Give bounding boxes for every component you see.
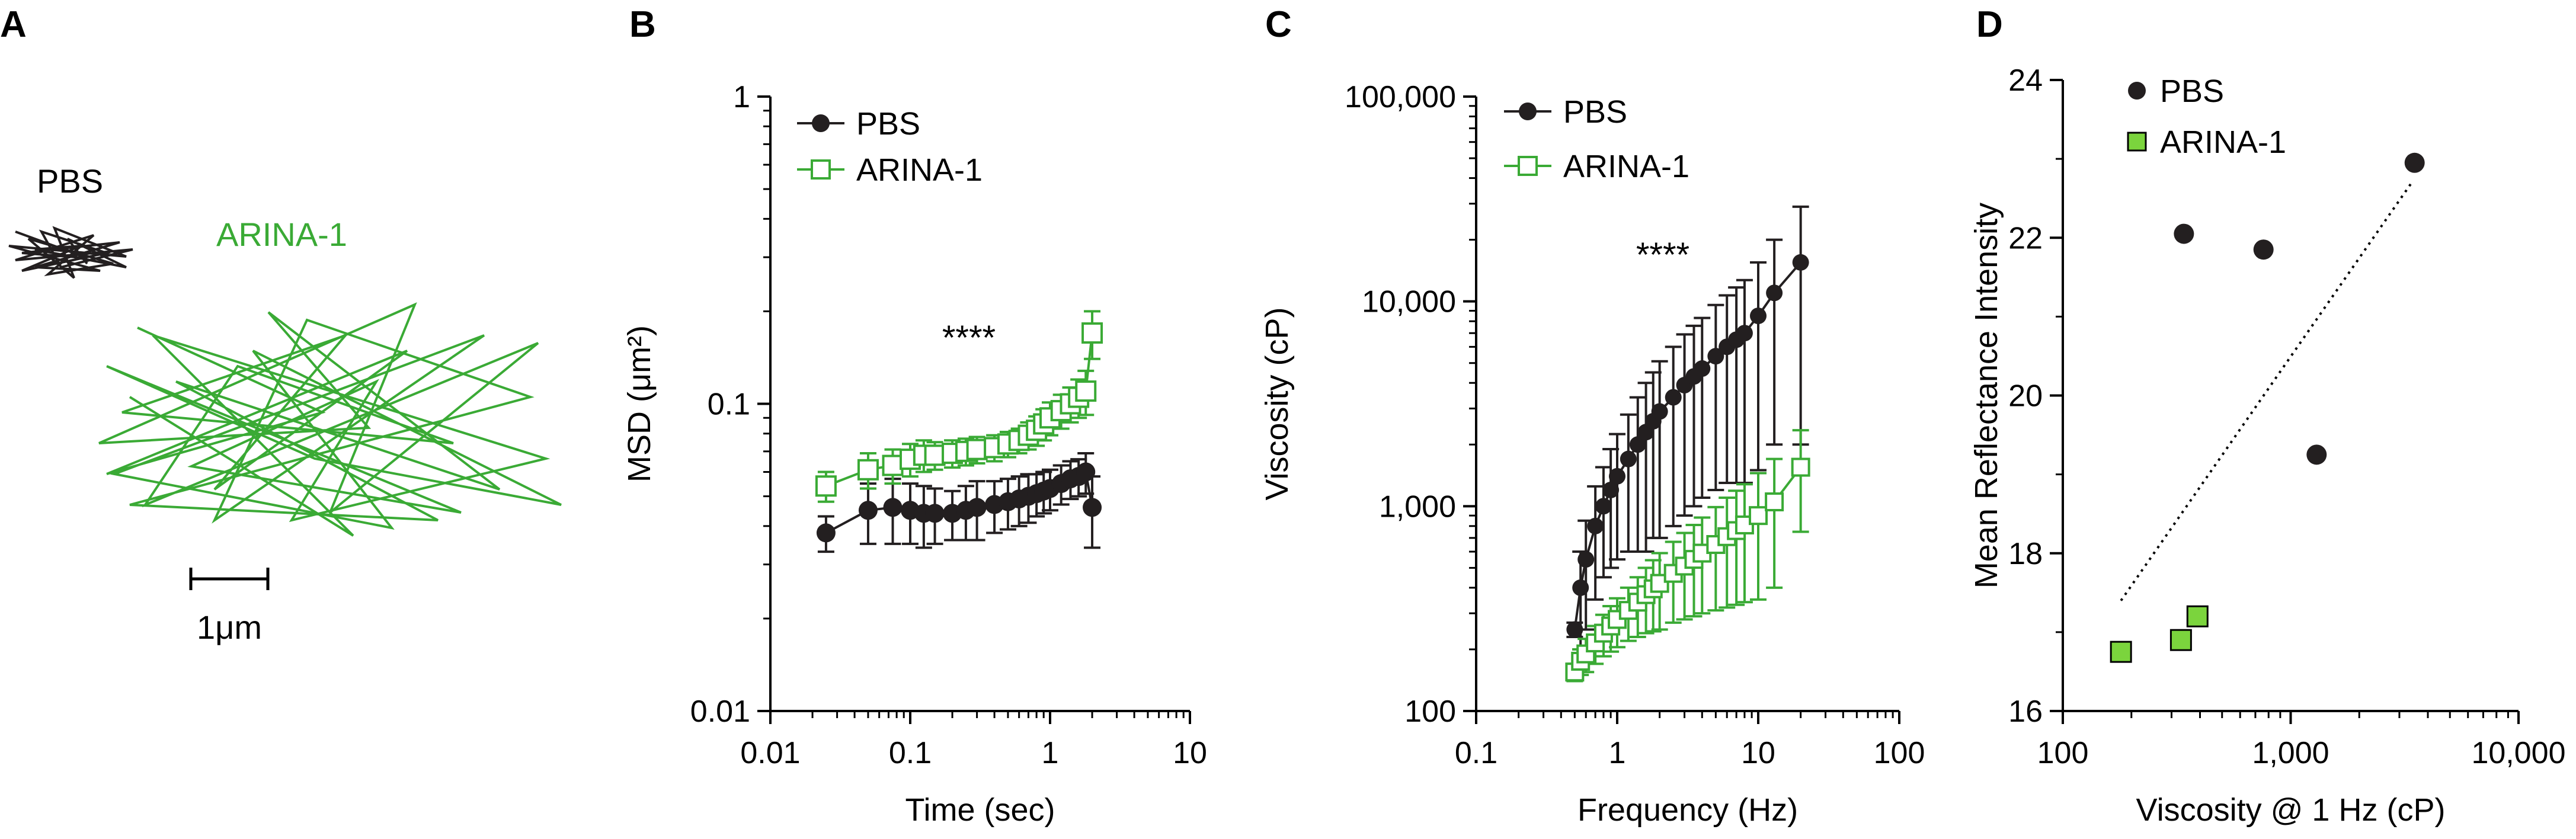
panel-label-c: C (1265, 4, 1292, 45)
data-point-pbs (2404, 152, 2425, 173)
x-tick-label: 10 (1173, 736, 1207, 770)
data-point-pbs (1766, 284, 1783, 302)
data-point-arina (1765, 492, 1784, 512)
y-axis-label: MSD (μm²) (622, 325, 657, 482)
significance-stars: **** (942, 319, 996, 357)
legend-label: ARINA-1 (856, 152, 983, 188)
data-point-arina (924, 444, 946, 466)
x-tick-label: 100 (1874, 736, 1925, 770)
x-tick-label: 100 (2037, 736, 2089, 770)
panel-c: 0.1 1 10 100 100 1,000 10,000 100,000 Frequency … (1259, 80, 1925, 828)
data-point-pbs (1076, 462, 1096, 482)
panel-a-pbs-label: PBS (37, 162, 103, 200)
panel-b: 0.01 0.1 1 10 0.01 0.1 1 Time (sec) MSD (μm²) PBS… (622, 80, 1207, 828)
legend-label: PBS (856, 106, 920, 142)
y-tick-label: 24 (2008, 63, 2043, 98)
legend-marker (1519, 103, 1537, 120)
data-point-pbs (967, 498, 987, 517)
data-point-pbs (1587, 517, 1604, 534)
panel-label-d: D (1976, 4, 2003, 45)
panel-a: PBS ARINA-1 1μm (8, 162, 562, 646)
data-point-arina (857, 459, 879, 481)
data-point-pbs (1083, 498, 1102, 517)
y-tick-label: 0.1 (708, 388, 750, 422)
x-tick-label: 0.1 (889, 736, 932, 770)
data-point-pbs (883, 498, 903, 517)
y-axis-label: Viscosity (cP) (1259, 307, 1295, 500)
data-point-pbs (1629, 436, 1646, 453)
data-point-pbs (1665, 389, 1682, 406)
legend-marker (812, 114, 830, 132)
data-point-pbs (1566, 621, 1583, 638)
x-tick-label: 1 (1609, 736, 1626, 770)
data-point-pbs (1792, 254, 1809, 271)
data-point-pbs (1651, 403, 1668, 420)
data-point-pbs (1609, 467, 1625, 485)
panel-label-b: B (629, 4, 656, 45)
legend-label: PBS (1563, 94, 1627, 130)
arina-trajectory (98, 302, 562, 537)
panel-d: 100 1,000 10,000 16 18 20 22 24 Viscosity @ 1 Hz… (1969, 63, 2566, 828)
legend-marker (2127, 132, 2147, 152)
y-tick-label: 18 (2008, 537, 2043, 571)
data-point-arina (2186, 605, 2209, 627)
data-point-arina (1791, 457, 1810, 477)
data-point-arina (882, 454, 904, 476)
x-axis-label: Time (sec) (905, 792, 1055, 828)
data-point-arina (1749, 506, 1768, 526)
data-point-pbs (925, 504, 945, 523)
legend-label: ARINA-1 (1563, 149, 1689, 184)
legend-label: ARINA-1 (2160, 124, 2286, 160)
panel-label-a: A (0, 4, 27, 45)
x-tick-label: 0.1 (1455, 736, 1497, 770)
data-point-pbs (1577, 551, 1595, 568)
x-axis-label: Frequency (Hz) (1577, 792, 1798, 828)
y-tick-label: 100 (1404, 694, 1456, 729)
data-point-arina (2169, 629, 2192, 651)
y-tick-label: 16 (2008, 694, 2043, 729)
data-point-pbs (1750, 308, 1767, 325)
data-point-pbs (1620, 450, 1637, 467)
data-point-pbs (2306, 444, 2327, 465)
y-tick-label: 100,000 (1345, 80, 1456, 114)
data-point-pbs (1602, 481, 1620, 498)
data-point-pbs (2174, 223, 2194, 244)
data-point-arina (2110, 641, 2132, 663)
scale-bar-label: 1μm (197, 609, 262, 646)
data-point-arina (1075, 380, 1097, 402)
y-axis-label: Mean Reflectance Intensity (1969, 203, 2004, 588)
x-axis-label: Viscosity @ 1 Hz (cP) (2136, 792, 2446, 828)
data-point-pbs (1694, 360, 1711, 377)
significance-stars: **** (1636, 236, 1689, 274)
data-point-arina (966, 438, 988, 460)
data-point-pbs (1707, 348, 1724, 365)
data-point-pbs (816, 523, 836, 543)
data-point-pbs (1736, 325, 1753, 342)
data-point-arina (815, 475, 837, 497)
pbs-trajectory (8, 226, 133, 279)
y-tick-label: 1 (733, 80, 750, 114)
data-point-pbs (858, 501, 878, 520)
y-tick-label: 22 (2008, 221, 2043, 255)
data-point-pbs (1595, 498, 1612, 515)
x-tick-label: 1,000 (2252, 736, 2329, 770)
x-tick-label: 0.01 (740, 736, 800, 770)
x-tick-label: 1 (1042, 736, 1059, 770)
data-point-pbs (2253, 239, 2274, 260)
legend-marker (2128, 82, 2146, 100)
data-point-arina (1081, 322, 1103, 344)
y-tick-label: 20 (2008, 379, 2043, 414)
legend-marker (1518, 156, 1538, 176)
x-tick-label: 10,000 (2471, 736, 2565, 770)
legend-marker (811, 159, 831, 180)
scale-bar (189, 568, 270, 590)
y-tick-label: 0.01 (690, 694, 750, 729)
data-point-pbs (1572, 579, 1589, 596)
panel-a-arina-label: ARINA-1 (216, 216, 347, 253)
y-tick-label: 1,000 (1379, 489, 1456, 524)
x-tick-label: 10 (1741, 736, 1775, 770)
y-tick-label: 10,000 (1362, 285, 1456, 319)
legend-label: PBS (2160, 73, 2224, 109)
